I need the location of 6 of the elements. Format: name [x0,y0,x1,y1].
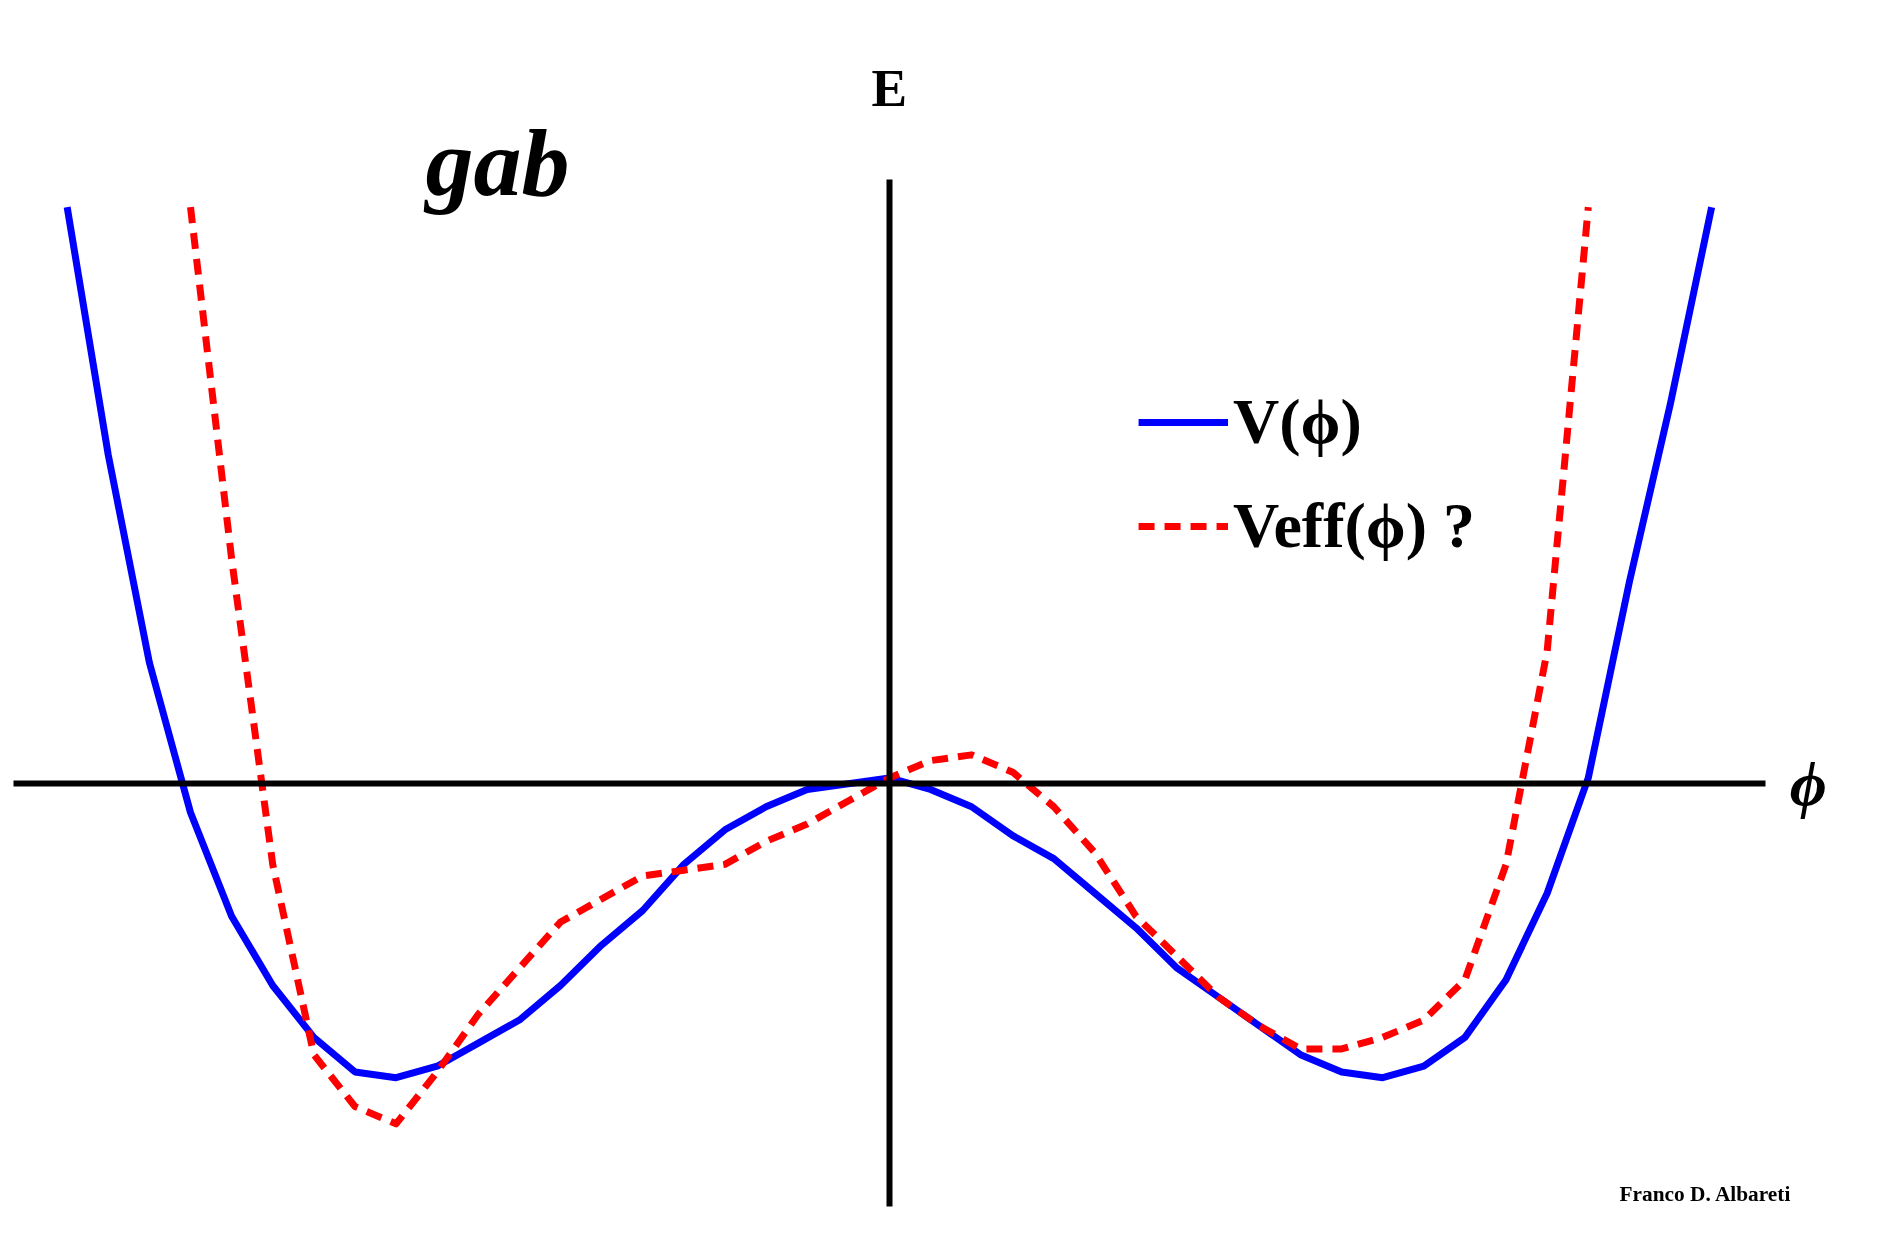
y-axis-title: E [871,58,908,118]
x-axis-title: ϕ [1789,748,1827,820]
text: Franco D. Albareti [1619,1181,1791,1206]
legend-label: V(ϕ) [1233,385,1362,459]
annotation: gab [423,108,570,216]
legend-label: Veff(ϕ) ? [1233,489,1475,563]
